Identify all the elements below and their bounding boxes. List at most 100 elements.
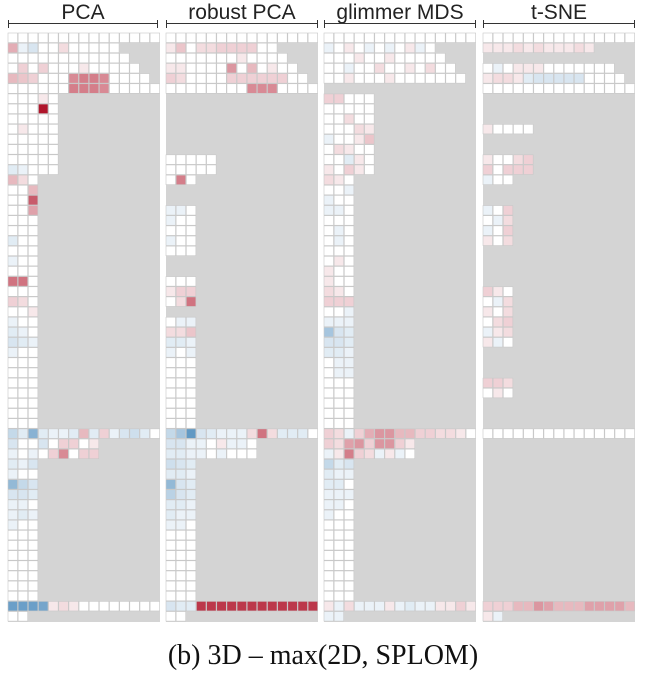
heatmap-cell bbox=[323, 276, 334, 287]
heatmap-cell bbox=[165, 347, 176, 358]
heatmap-cell bbox=[323, 560, 334, 571]
heatmap-cell bbox=[68, 52, 79, 64]
heatmap-cell bbox=[165, 550, 176, 561]
heatmap-cell bbox=[384, 448, 395, 459]
heatmap-cell bbox=[435, 32, 446, 43]
heatmap-cell bbox=[48, 42, 59, 54]
heatmap-cell bbox=[333, 103, 344, 114]
heatmap-cell bbox=[7, 42, 18, 54]
heatmap-cell bbox=[333, 73, 344, 84]
heatmap-cell bbox=[88, 63, 100, 74]
panel-title-pca: PCA bbox=[61, 1, 105, 24]
heatmap-cell bbox=[333, 42, 344, 54]
heatmap-cell bbox=[216, 601, 227, 612]
heatmap-cell bbox=[343, 113, 355, 125]
heatmap-cell bbox=[323, 235, 334, 246]
heatmap-cell bbox=[323, 63, 334, 74]
heatmap-cell bbox=[27, 601, 39, 612]
heatmap-cell bbox=[533, 42, 544, 54]
heatmap-cell bbox=[7, 205, 18, 216]
heatmap-cell bbox=[27, 255, 39, 267]
heatmap-cell bbox=[206, 154, 217, 165]
heatmap-cell bbox=[17, 195, 28, 206]
heatmap-cell bbox=[384, 428, 395, 439]
heatmap-cell bbox=[175, 489, 186, 500]
heatmap-cell bbox=[17, 428, 28, 439]
heatmap-cell bbox=[523, 83, 534, 94]
heatmap-cell bbox=[7, 113, 18, 125]
heatmap-cell bbox=[165, 367, 176, 378]
heatmap-cell bbox=[492, 63, 503, 74]
heatmap-cell bbox=[196, 32, 207, 43]
panel-bracket-glimmer-mds bbox=[324, 20, 476, 28]
heatmap-cell bbox=[175, 337, 186, 348]
heatmap-cell bbox=[27, 540, 39, 551]
heatmap-cell bbox=[196, 428, 207, 439]
heatmap-cell bbox=[394, 601, 405, 612]
heatmap-cell bbox=[502, 306, 514, 317]
heatmap-cell bbox=[7, 377, 18, 388]
heatmap-cell bbox=[27, 377, 39, 388]
heatmap-cell bbox=[165, 499, 176, 510]
heatmap-cell bbox=[523, 601, 534, 612]
heatmap-cell bbox=[186, 73, 197, 84]
heatmap-cell bbox=[165, 590, 176, 602]
heatmap-cell bbox=[323, 296, 334, 307]
heatmap-cell bbox=[27, 144, 39, 155]
heatmap-cell bbox=[482, 124, 493, 135]
heatmap-cell bbox=[7, 103, 18, 114]
heatmap-cell bbox=[323, 509, 334, 520]
heatmap-cell bbox=[165, 327, 176, 338]
heatmap-cell bbox=[364, 164, 375, 175]
heatmap-cell bbox=[17, 103, 28, 114]
heatmap-cell bbox=[333, 266, 344, 277]
heatmap-cell bbox=[563, 83, 575, 94]
heatmap-cell bbox=[27, 93, 39, 104]
heatmap-cell bbox=[374, 32, 385, 43]
heatmap-cell bbox=[343, 550, 355, 561]
heatmap-cell bbox=[129, 83, 140, 94]
heatmap-cell bbox=[78, 83, 89, 94]
heatmap-cell bbox=[27, 479, 39, 490]
heatmap-cell bbox=[58, 73, 69, 84]
heatmap-cell bbox=[38, 83, 49, 94]
heatmap-cell bbox=[287, 601, 298, 612]
heatmap-cell bbox=[48, 83, 59, 94]
heatmap-cell bbox=[27, 387, 39, 399]
heatmap-cell bbox=[48, 103, 59, 114]
heatmap-cell bbox=[384, 52, 395, 64]
heatmap-cell bbox=[523, 154, 534, 165]
heatmap-cell bbox=[287, 83, 298, 94]
heatmap-cell bbox=[523, 42, 534, 54]
heatmap-cell bbox=[27, 164, 39, 175]
heatmap-cell bbox=[277, 63, 288, 74]
heatmap-cell bbox=[7, 286, 18, 297]
heatmap-cell bbox=[186, 469, 197, 480]
heatmap-cell bbox=[323, 387, 334, 399]
heatmap-cell bbox=[17, 306, 28, 317]
heatmap-cell bbox=[216, 428, 227, 439]
heatmap-cell bbox=[165, 73, 176, 84]
heatmap-cell bbox=[502, 63, 514, 74]
heatmap-cell bbox=[17, 93, 28, 104]
heatmap-cell bbox=[165, 377, 176, 388]
heatmap-cell bbox=[206, 448, 217, 459]
heatmap-cell bbox=[206, 32, 217, 43]
heatmap-cell bbox=[38, 428, 49, 439]
heatmap-cell bbox=[333, 509, 344, 520]
heatmap-cell bbox=[17, 601, 28, 612]
heatmap-cell bbox=[594, 73, 605, 84]
heatmap-cell bbox=[333, 32, 344, 43]
heatmap-cell bbox=[394, 73, 405, 84]
heatmap-cell bbox=[333, 225, 344, 236]
heatmap-cell bbox=[543, 73, 554, 84]
heatmap-cell bbox=[27, 42, 39, 54]
heatmap-cell bbox=[88, 32, 100, 43]
heatmap-cell bbox=[27, 509, 39, 520]
heatmap-cell bbox=[17, 286, 28, 297]
heatmap-cell bbox=[186, 154, 197, 165]
heatmap-cell bbox=[17, 337, 28, 348]
heatmap-cell bbox=[58, 63, 69, 74]
heatmap-cell bbox=[7, 611, 18, 622]
heatmap-cell bbox=[267, 83, 278, 94]
